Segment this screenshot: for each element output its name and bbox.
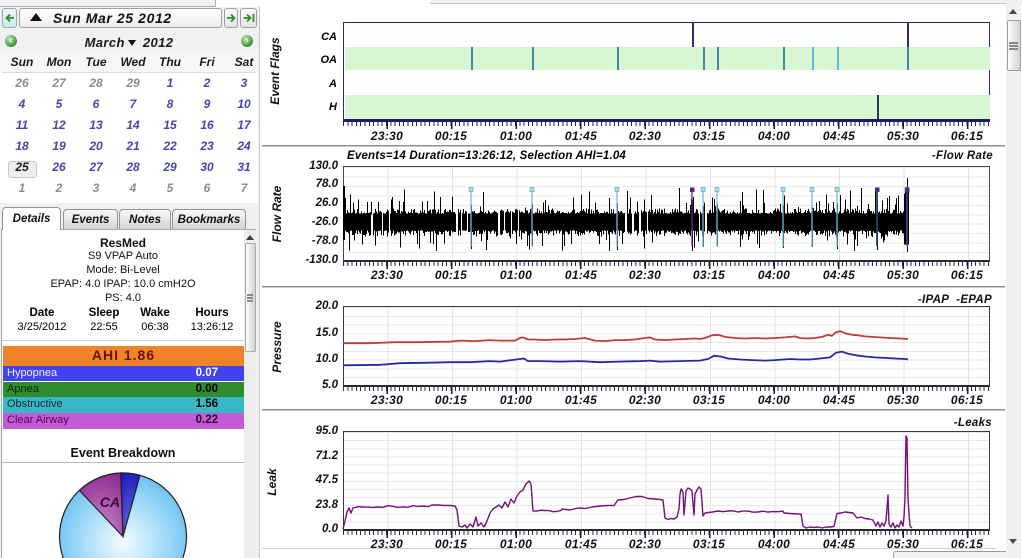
svg-text:CA: CA xyxy=(100,494,120,510)
